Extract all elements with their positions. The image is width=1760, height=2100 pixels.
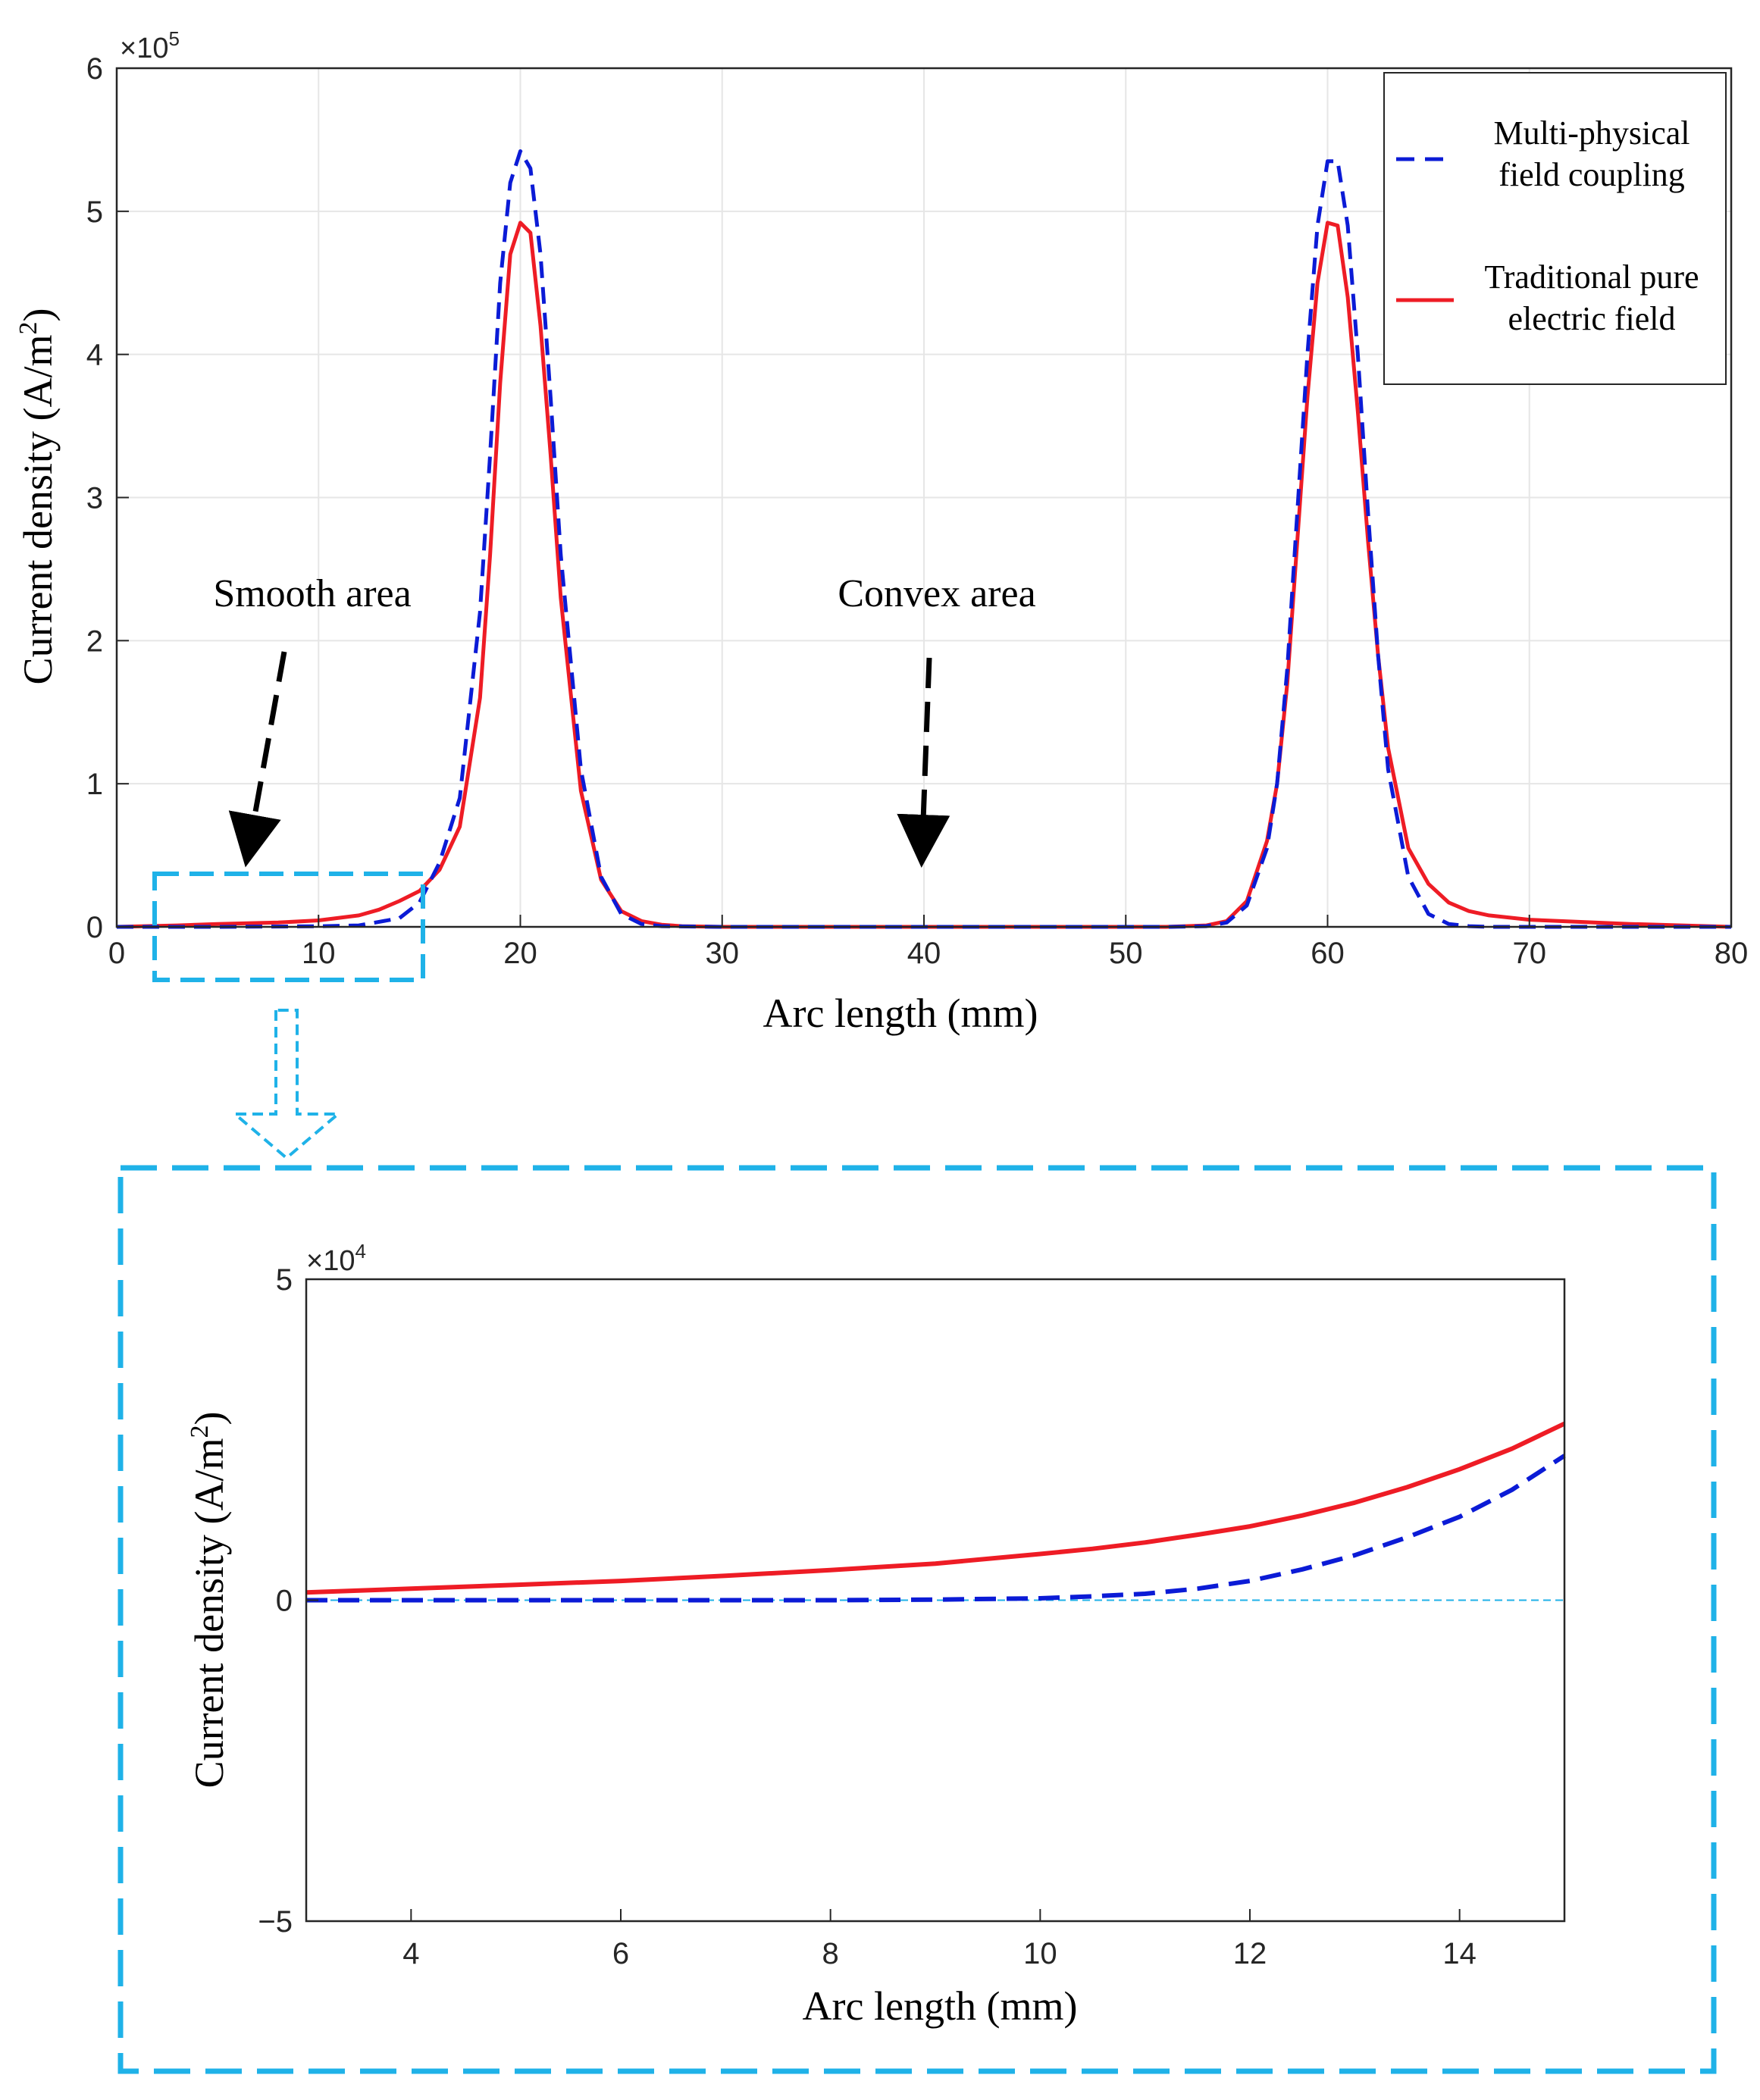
y-tick-label: 5	[276, 1263, 293, 1297]
annotation-smooth-area: Smooth area	[213, 572, 411, 615]
y-tick-label: 4	[86, 339, 103, 372]
x-tick-label: 4	[402, 1937, 419, 1970]
annotation-convex-area: Convex area	[838, 572, 1035, 615]
x-tick-label: 80	[1715, 937, 1749, 970]
annotation-arrow-convex	[897, 657, 950, 868]
annotation-arrow-smooth	[228, 651, 287, 868]
inset-x-axis-label: Arc length (mm)	[803, 1983, 1078, 2029]
x-tick-label: 0	[108, 937, 125, 970]
x-tick-label: 50	[1109, 937, 1143, 970]
y-tick-label: −5	[258, 1905, 293, 1939]
main-y-axis-label: Current density (A/m2)	[14, 308, 61, 685]
x-tick-label: 10	[302, 937, 336, 970]
inset-multiplier: ×104	[306, 1240, 366, 1277]
x-tick-label: 6	[612, 1937, 629, 1970]
y-tick-label: 0	[86, 911, 103, 944]
y-tick-label: 1	[86, 768, 103, 801]
x-tick-label: 12	[1233, 1937, 1267, 1970]
legend-label-multi-line1: Multi-physical	[1493, 114, 1690, 152]
inset-chart: 4 6 8 10 12 14 −5 0 5 ×104 Arc length (mm) Curre…	[186, 1240, 1566, 2029]
y-tick-label: 2	[86, 624, 103, 658]
x-tick-label: 14	[1442, 1937, 1477, 1970]
legend-label-multi-line2: field coupling	[1499, 156, 1685, 193]
inset-tick-labels: 4 6 8 10 12 14 −5 0 5	[258, 1263, 1477, 1970]
y-tick-label: 0	[276, 1585, 293, 1618]
legend-label-trad-line1: Traditional pure	[1484, 258, 1699, 296]
main-chart: 0 10 20 30 40 50 60 70 80 0 1 2 3 4 5 6 ×105 Arc length…	[14, 27, 1748, 1036]
main-legend: Multi-physical field coupling Traditiona…	[1383, 72, 1727, 385]
zoom-highlight-box	[152, 872, 425, 982]
inset-y-axis-label: Current density (A/m2)	[186, 1412, 232, 1789]
legend-box	[1383, 72, 1727, 385]
x-tick-label: 70	[1513, 937, 1547, 970]
y-tick-label: 5	[86, 196, 103, 229]
inset-frame	[117, 1165, 1717, 2074]
x-tick-label: 8	[822, 1937, 839, 1970]
main-multiplier: ×105	[120, 27, 180, 64]
legend-label-trad-line2: electric field	[1508, 300, 1675, 337]
main-tick-labels: 0 10 20 30 40 50 60 70 80 0 1 2 3 4 5 6	[86, 52, 1749, 970]
main-x-axis-label: Arc length (mm)	[763, 991, 1038, 1036]
zoom-connector-arrow	[230, 1009, 343, 1160]
y-tick-label: 6	[86, 52, 103, 86]
x-tick-label: 30	[706, 937, 740, 970]
inset-plot-lines	[305, 1421, 1566, 1603]
series-line-multi	[306, 1454, 1566, 1603]
x-tick-label: 40	[907, 937, 941, 970]
series-line-trad	[305, 1421, 1566, 1595]
x-tick-label: 10	[1023, 1937, 1057, 1970]
y-tick-label: 3	[86, 482, 103, 515]
x-tick-label: 60	[1311, 937, 1345, 970]
x-tick-label: 20	[503, 937, 537, 970]
